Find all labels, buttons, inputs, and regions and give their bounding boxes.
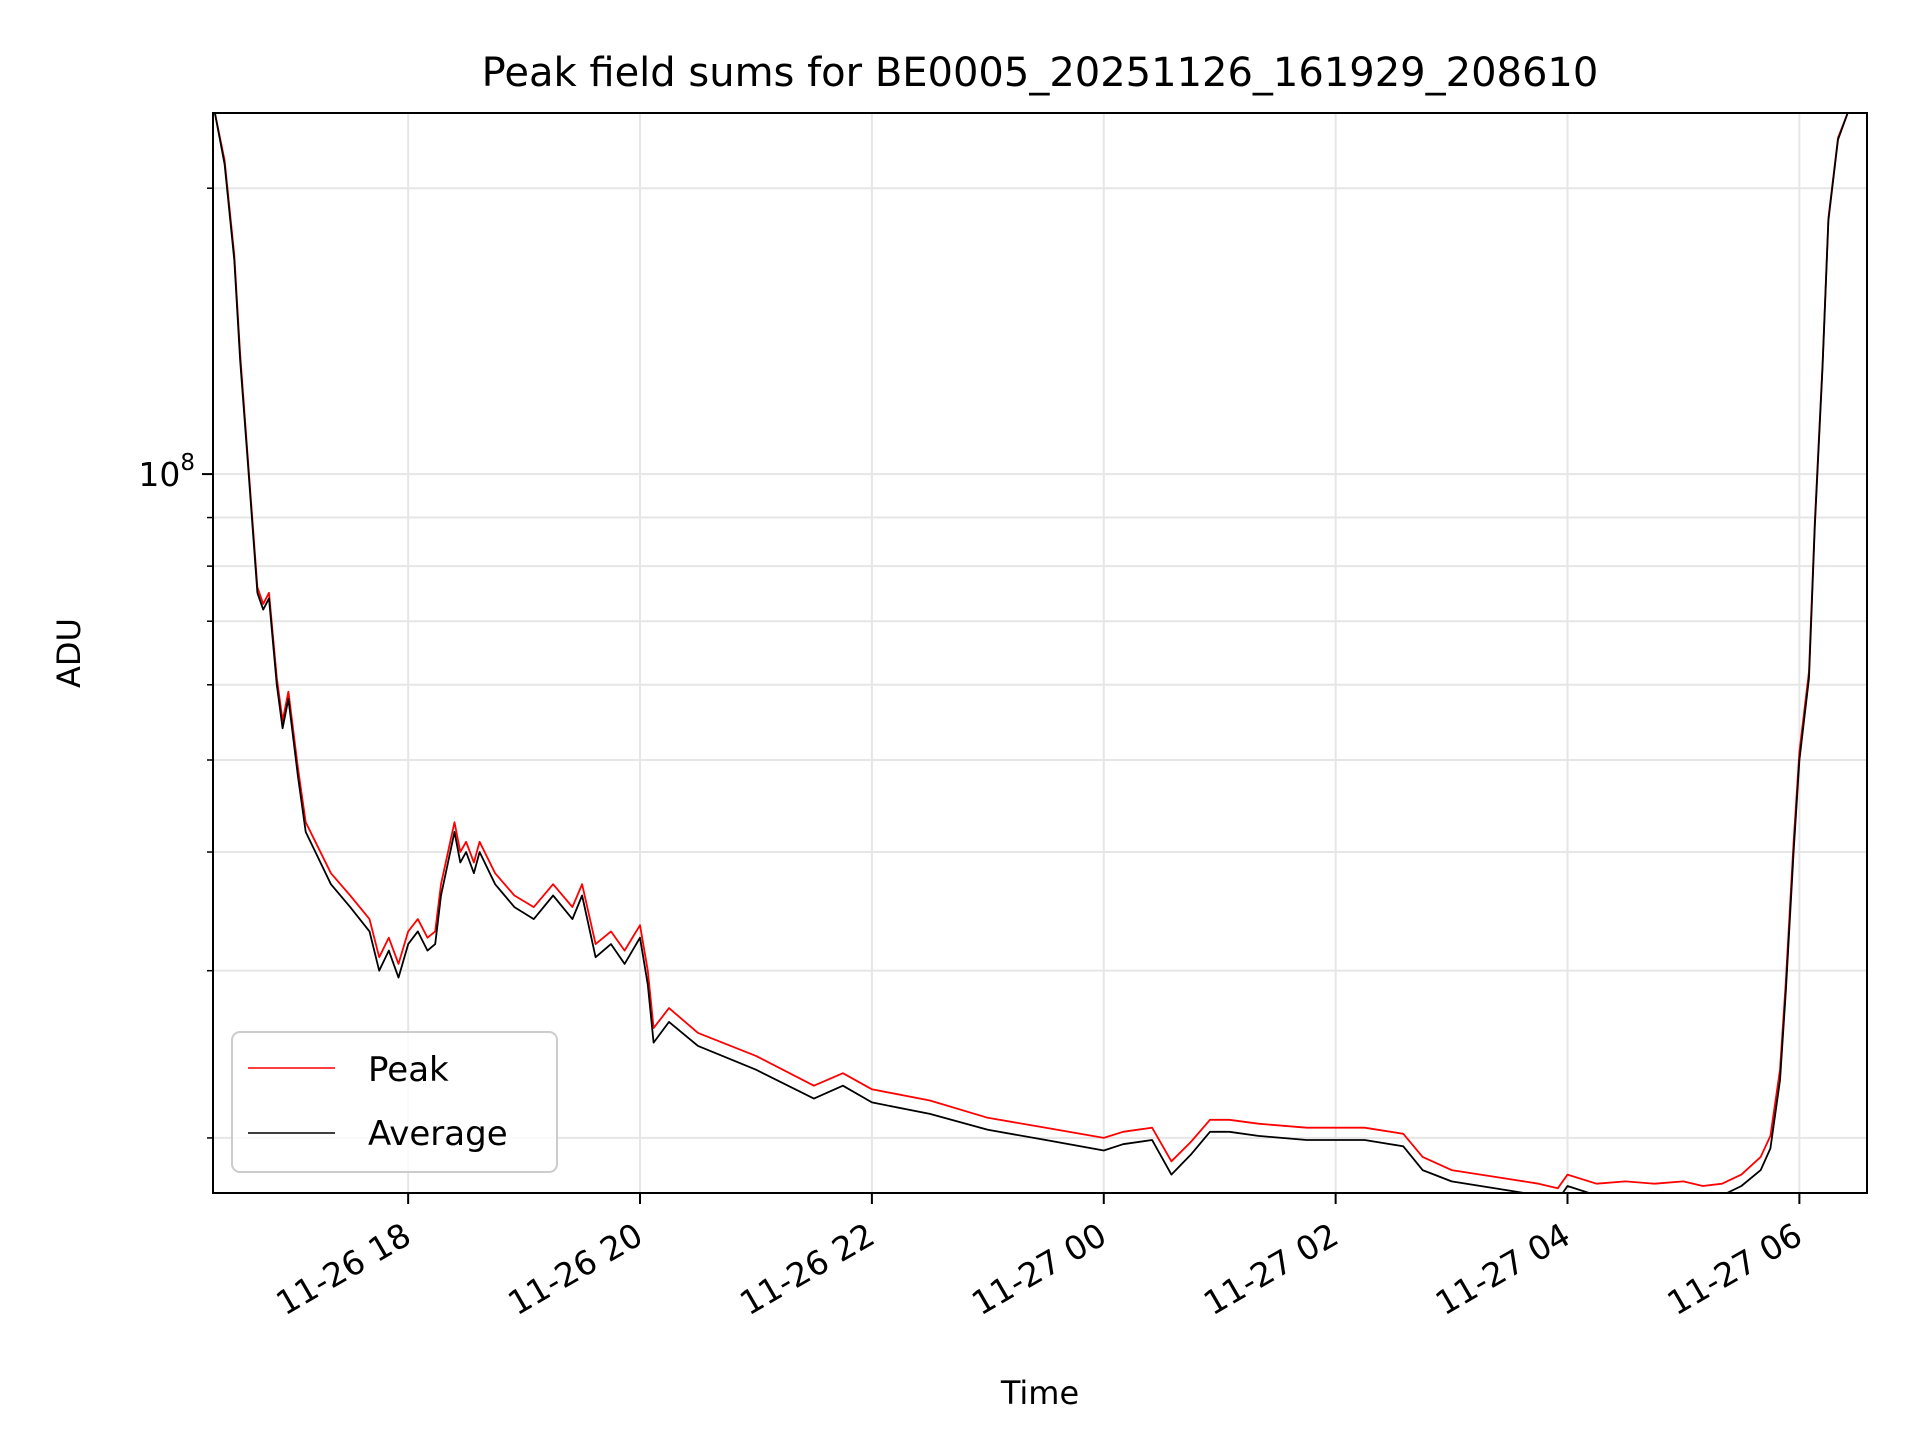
grid: [213, 113, 1867, 1193]
series-layer: [214, 113, 1849, 1193]
chart-title: Peak field sums for BE0005_20251126_1619…: [482, 50, 1599, 96]
y-axis-label: ADU: [50, 618, 88, 688]
legend-peak-label: Peak: [368, 1050, 449, 1090]
legend: Peak Average: [231, 1031, 558, 1173]
axes-frame: [212, 112, 1868, 1194]
legend-average-label: Average: [368, 1114, 508, 1154]
series-line-peak: [214, 113, 1849, 1190]
x-axis-label: Time: [1000, 1374, 1079, 1412]
legend-box: [231, 1031, 558, 1173]
series-line-average: [214, 113, 1849, 1193]
